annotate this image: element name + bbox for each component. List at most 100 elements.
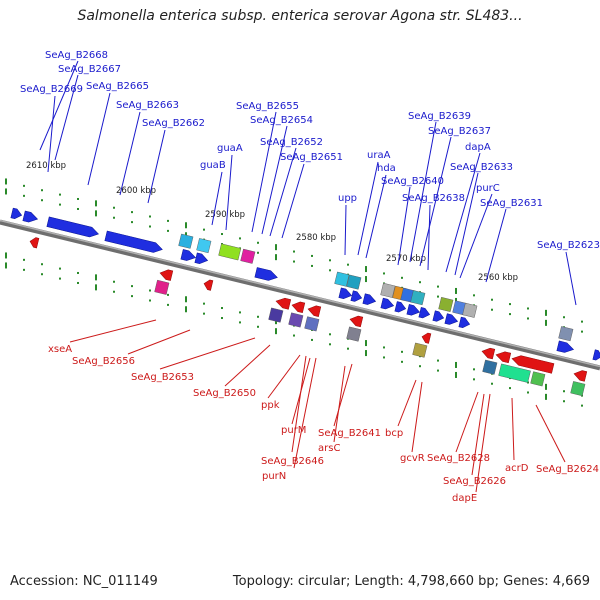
forward-gene-box[interactable]: [346, 274, 362, 290]
gene-label-purn[interactable]: purN: [262, 471, 286, 482]
reverse-gene-arrow[interactable]: [203, 279, 214, 291]
gene-label-dape[interactable]: dapE: [452, 493, 477, 504]
gene-label-seag-b2641[interactable]: SeAg_B2641: [318, 428, 381, 439]
forward-gene-box[interactable]: [240, 248, 256, 264]
forward-gene-arrow[interactable]: [10, 207, 23, 220]
forward-gene-arrow[interactable]: [592, 349, 600, 362]
tick-mark: [275, 254, 277, 261]
tick-mark: [113, 216, 115, 219]
forward-gene-arrow[interactable]: [194, 252, 209, 266]
gene-label-ppk[interactable]: ppk: [261, 400, 280, 411]
reverse-gene-arrow[interactable]: [159, 268, 174, 281]
reverse-gene-arrow[interactable]: [29, 236, 40, 249]
reverse-gene-arrow[interactable]: [511, 354, 555, 374]
leader-line: [291, 355, 307, 453]
reverse-gene-arrow[interactable]: [291, 300, 306, 314]
reverse-gene-box[interactable]: [570, 381, 586, 397]
gene-label-seag-b2656[interactable]: SeAg_B2656: [72, 356, 135, 367]
forward-gene-arrow[interactable]: [394, 301, 407, 314]
forward-gene-arrow[interactable]: [104, 230, 164, 254]
forward-gene-arrow[interactable]: [556, 340, 575, 354]
reverse-gene-box[interactable]: [498, 363, 531, 383]
reverse-gene-arrow[interactable]: [495, 350, 512, 364]
forward-gene-arrow[interactable]: [180, 249, 197, 262]
gene-label-seag-b2651[interactable]: SeAg_B2651: [280, 152, 343, 163]
gene-label-seag-b2624[interactable]: SeAg_B2624: [536, 464, 599, 475]
reverse-gene-arrow[interactable]: [307, 304, 322, 317]
forward-gene-arrow[interactable]: [444, 313, 459, 327]
gene-label-xsea[interactable]: xseA: [48, 344, 72, 355]
gene-label-seag-b2655[interactable]: SeAg_B2655: [236, 101, 299, 112]
reverse-gene-box[interactable]: [268, 307, 284, 323]
gene-label-seag-b2628[interactable]: SeAg_B2628: [427, 453, 490, 464]
forward-gene-arrow[interactable]: [46, 216, 100, 239]
gene-label-seag-b2665[interactable]: SeAg_B2665: [86, 81, 149, 92]
gene-label-dapa[interactable]: dapA: [465, 142, 491, 153]
gene-label-arsc[interactable]: arsC: [318, 443, 340, 454]
gene-label-seag-b2654[interactable]: SeAg_B2654: [250, 115, 313, 126]
gene-label-seag-b2668[interactable]: SeAg_B2668: [45, 50, 108, 61]
gene-label-seag-b2653[interactable]: SeAg_B2653: [131, 372, 194, 383]
gene-label-seag-b2638[interactable]: SeAg_B2638: [402, 193, 465, 204]
reverse-gene-arrow[interactable]: [349, 314, 364, 328]
leader-line: [485, 208, 507, 283]
gene-label-seag-b2646[interactable]: SeAg_B2646: [261, 456, 324, 467]
forward-gene-arrow[interactable]: [350, 290, 363, 303]
gene-label-seag-b2637[interactable]: SeAg_B2637: [428, 126, 491, 137]
forward-gene-arrow[interactable]: [362, 293, 377, 307]
forward-gene-box[interactable]: [558, 326, 574, 342]
gene-label-acrd[interactable]: acrD: [505, 463, 529, 474]
gene-label-seag-b2631[interactable]: SeAg_B2631: [480, 198, 543, 209]
gene-label-seag-b2652[interactable]: SeAg_B2652: [260, 137, 323, 148]
gene-label-seag-b2626[interactable]: SeAg_B2626: [443, 476, 506, 487]
forward-gene-arrow[interactable]: [338, 287, 353, 301]
forward-gene-box[interactable]: [218, 243, 242, 261]
reverse-gene-box[interactable]: [288, 312, 304, 328]
gene-label-seag-b2633[interactable]: SeAg_B2633: [450, 162, 513, 173]
gene-label-bcp[interactable]: bcp: [385, 428, 403, 439]
gene-label-purc[interactable]: purC: [476, 183, 500, 194]
forward-gene-arrow[interactable]: [406, 304, 421, 317]
reverse-gene-box[interactable]: [530, 371, 546, 387]
gene-label-seag-b2650[interactable]: SeAg_B2650: [193, 388, 256, 399]
gene-label-upp[interactable]: upp: [338, 193, 357, 204]
forward-gene-box[interactable]: [410, 290, 426, 306]
forward-gene-box[interactable]: [438, 296, 454, 312]
gene-label-hda[interactable]: hda: [377, 163, 396, 174]
reverse-gene-arrow[interactable]: [573, 369, 588, 382]
forward-gene-arrow[interactable]: [418, 307, 431, 319]
reverse-gene-arrow[interactable]: [421, 332, 432, 344]
reverse-gene-box[interactable]: [482, 359, 498, 375]
gene-label-guaa[interactable]: guaA: [217, 143, 243, 154]
forward-gene-arrow[interactable]: [22, 210, 39, 224]
reverse-gene-box[interactable]: [154, 279, 170, 295]
gene-label-seag-b2669[interactable]: SeAg_B2669: [20, 84, 83, 95]
gene-label-seag-b2623[interactable]: SeAg_B2623: [537, 240, 600, 251]
reverse-gene-arrow[interactable]: [275, 296, 292, 310]
forward-gene-box[interactable]: [334, 271, 350, 287]
reverse-gene-arrow[interactable]: [481, 346, 496, 360]
leader-line: [445, 152, 481, 273]
forward-gene-box[interactable]: [462, 302, 478, 318]
forward-gene-box[interactable]: [380, 282, 396, 298]
forward-gene-box[interactable]: [178, 233, 194, 249]
gene-label-purm[interactable]: purM: [281, 425, 306, 436]
reverse-gene-box[interactable]: [346, 326, 362, 342]
tick-mark: [365, 350, 367, 357]
reverse-gene-box[interactable]: [304, 316, 320, 332]
forward-gene-arrow[interactable]: [254, 267, 279, 282]
gene-label-uraa[interactable]: uraA: [367, 150, 391, 161]
gene-label-seag-b2667[interactable]: SeAg_B2667: [58, 64, 121, 75]
gene-label-seag-b2640[interactable]: SeAg_B2640: [381, 176, 444, 187]
gene-label-guab[interactable]: guaB: [200, 160, 226, 171]
gene-label-seag-b2662[interactable]: SeAg_B2662: [142, 118, 205, 129]
gene-label-seag-b2639[interactable]: SeAg_B2639: [408, 111, 471, 122]
forward-gene-box[interactable]: [196, 238, 212, 254]
forward-gene-arrow[interactable]: [432, 310, 445, 323]
reverse-gene-box[interactable]: [412, 342, 428, 358]
forward-gene-arrow[interactable]: [380, 297, 395, 311]
gene-label-gcvr[interactable]: gcvR: [400, 453, 425, 464]
forward-gene-arrow[interactable]: [458, 316, 471, 329]
gene-label-seag-b2663[interactable]: SeAg_B2663: [116, 100, 179, 111]
